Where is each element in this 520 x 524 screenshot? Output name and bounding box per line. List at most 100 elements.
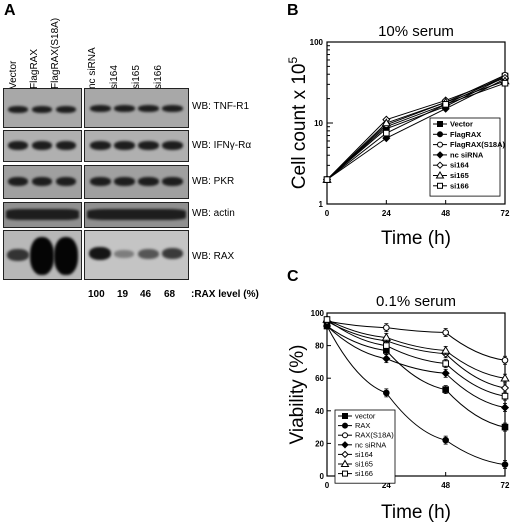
series-line-5: [326, 319, 506, 379]
data-point-5-3: [500, 373, 510, 382]
x-tick-label: 48: [441, 209, 450, 218]
lane-label-flagrax: FlagRAX: [29, 48, 40, 89]
y-tick-label: 40: [315, 407, 324, 416]
x-axis-label: Time (h): [381, 228, 451, 249]
data-point-3-1: [382, 134, 391, 143]
data-point-5-2: [441, 345, 451, 354]
rax-level-label: :RAX level (%): [191, 289, 259, 300]
blot-ifngr-right: [84, 130, 189, 162]
rax-level-nc: 100: [88, 289, 105, 300]
y-axis-label-exponent: 5: [286, 57, 300, 64]
legend-label-4: si164: [355, 450, 373, 459]
legend-marker-3: [341, 441, 349, 449]
legend-label-3: nc siRNA: [450, 150, 484, 159]
data-point-6-2: [442, 360, 449, 367]
wb-label-tnfr1: WB: TNF-R1: [192, 101, 250, 112]
blot-pkr-left: [3, 165, 82, 199]
lane-label-nc-sirna: nc siRNA: [87, 47, 98, 89]
y-axis-label: Cell count x 105: [286, 57, 310, 190]
blot-tnfr1-left: [3, 88, 82, 128]
data-point-5-1: [381, 118, 391, 127]
chart-title: 10% serum: [378, 23, 454, 40]
lane-label-si166: si166: [153, 65, 164, 89]
data-point-3-2: [441, 369, 450, 378]
y-tick-label: 80: [315, 342, 324, 351]
data-point-2-2: [442, 329, 449, 336]
legend-marker-5: [435, 171, 445, 179]
legend-marker-1: [342, 422, 348, 429]
legend-label-4: si164: [450, 161, 470, 170]
data-point-1-2: [442, 436, 449, 444]
blot-actin-left: [3, 202, 82, 228]
data-point-1-1: [383, 389, 390, 397]
legend-label-0: Vector: [450, 120, 473, 129]
panel-c-letter: C: [287, 268, 299, 285]
data-point-3-3: [500, 403, 510, 412]
data-point-6-3: [501, 79, 509, 87]
data-point-6-0: [323, 316, 331, 323]
data-point-6-2: [442, 101, 449, 108]
x-axis-label: Time (h): [381, 502, 451, 523]
data-point-1-3: [501, 461, 509, 468]
wb-label-actin: WB: actin: [192, 208, 235, 219]
chart-b: 10% serum 0 24 48 72 1 10 100 Time (h) Cell count…: [286, 23, 510, 249]
legend-marker-6: [437, 182, 443, 189]
series-line-2: [326, 320, 506, 361]
series-line-0: [326, 325, 506, 428]
series-line-3: [326, 325, 506, 409]
lane-label-vector: Vector: [8, 60, 19, 89]
x-tick-label: 0: [325, 209, 330, 218]
data-point-6-1: [383, 342, 390, 349]
data-point-4-3: [500, 383, 510, 393]
legend-label-5: si165: [450, 171, 469, 180]
data-point-3-0: [322, 321, 332, 331]
legend-label-0: vector: [355, 412, 376, 421]
series-line-6: [326, 82, 506, 181]
legend-marker-0: [437, 121, 443, 127]
data-point-5-1: [381, 332, 391, 341]
data-point-6-3: [501, 392, 509, 400]
x-tick-label: 24: [382, 209, 391, 218]
blot-rax-right: [84, 230, 189, 280]
data-point-0-2: [442, 386, 449, 393]
data-point-6-1: [383, 129, 390, 137]
lane-label-si164: si164: [109, 65, 120, 89]
x-tick-label: 0: [325, 481, 330, 490]
x-tick-label: 72: [501, 209, 510, 218]
wb-label-rax: WB: RAX: [192, 251, 235, 262]
blot-actin-right: [84, 202, 189, 228]
chart-c: 0.1% serum 0 24 48 72 0 20 40 60 80 100 Time (h) Via…: [287, 293, 510, 523]
y-tick-label: 10: [314, 119, 323, 128]
rax-level-si166: 68: [164, 289, 176, 300]
legend-marker-1: [437, 131, 443, 138]
y-tick-label: 20: [315, 439, 324, 448]
legend-marker-3: [436, 151, 444, 159]
data-point-2-3: [501, 356, 509, 364]
legend-marker-4: [341, 450, 349, 459]
series-line-6: [326, 319, 506, 397]
y-axis-label: Viability (%): [287, 345, 308, 445]
y-tick-label: 100: [310, 38, 324, 47]
legend-marker-6: [342, 470, 348, 477]
legend-marker-2: [342, 432, 348, 439]
legend-label-6: si166: [355, 469, 373, 478]
y-tick-label: 0: [320, 472, 325, 481]
legend-marker-0: [342, 413, 348, 419]
legend-label-1: FlagRAX: [450, 130, 481, 139]
wb-label-ifngr: WB: IFNγ-Rα: [192, 140, 252, 151]
x-tick-label: 72: [501, 481, 510, 490]
series-line-5: [326, 80, 506, 180]
blot-tnfr1-right: [84, 88, 189, 128]
legend-label-2: RAX(S18A): [355, 431, 394, 440]
data-point-6-0: [323, 176, 331, 183]
data-point-3-1: [382, 354, 391, 363]
blot-ifngr-left: [3, 130, 82, 162]
blot-rax-left: [3, 230, 82, 280]
panel-a-letter: A: [4, 2, 16, 19]
panel-b-letter: B: [287, 2, 299, 19]
rax-level-si164: 19: [117, 289, 129, 300]
rax-level-si165: 46: [140, 289, 152, 300]
chart-title: 0.1% serum: [376, 293, 456, 310]
y-tick-label: 100: [311, 309, 325, 318]
series-line-0: [326, 75, 506, 180]
